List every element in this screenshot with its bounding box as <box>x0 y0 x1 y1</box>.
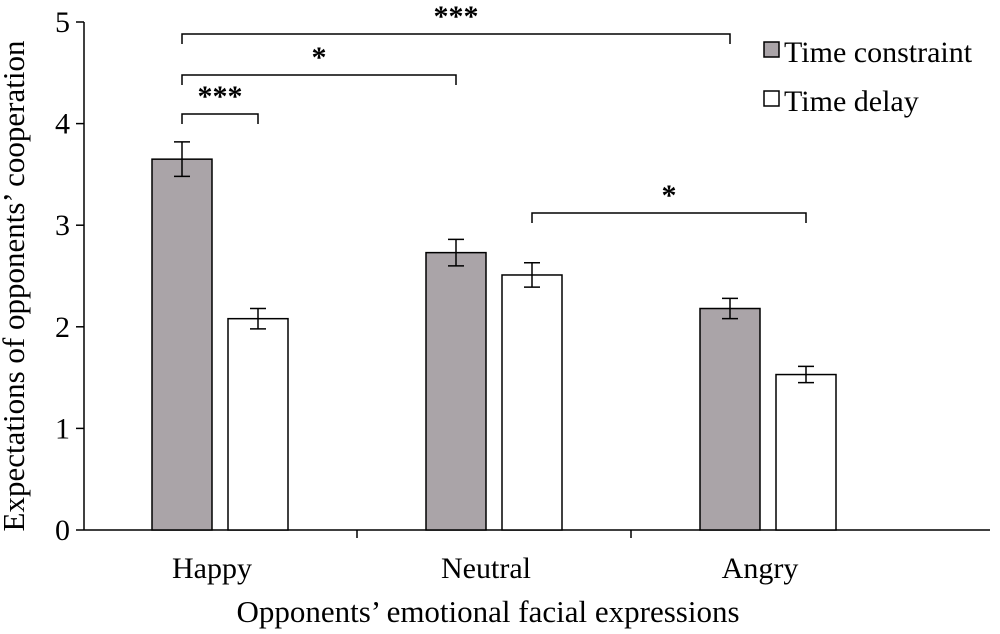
significance-bracket <box>181 113 259 124</box>
legend-label: Time constraint <box>784 36 973 69</box>
bars <box>151 158 837 531</box>
y-tick-label: 4 <box>55 108 70 141</box>
x-axis-title: Opponents’ emotional facial expressions <box>236 594 739 629</box>
y-tick-label: 5 <box>55 6 70 39</box>
bar <box>501 274 563 531</box>
significance-brackets: ******** <box>181 0 807 223</box>
error-bar <box>722 297 738 320</box>
significance-label: * <box>312 41 327 74</box>
x-category-label: Happy <box>172 552 252 585</box>
y-tick-label: 3 <box>55 209 70 242</box>
y-tick-label: 0 <box>55 514 70 547</box>
significance-label: * <box>662 179 677 212</box>
bar <box>699 307 761 531</box>
legend-label: Time delay <box>784 85 919 118</box>
error-bar <box>448 238 464 267</box>
y-tick-label: 1 <box>55 412 70 445</box>
significance-label: *** <box>434 0 479 33</box>
y-tick-label: 2 <box>55 311 70 344</box>
legend: Time constraint Time delay <box>763 36 973 118</box>
error-bar <box>174 141 190 178</box>
x-category-label: Angry <box>722 552 799 585</box>
error-bars <box>174 141 814 384</box>
significance-bracket <box>531 212 807 223</box>
bar <box>227 317 289 531</box>
legend-swatch <box>763 41 780 58</box>
error-bar <box>798 365 814 384</box>
error-bar <box>524 262 540 288</box>
y-axis-title: Expectations of opponents’ cooperation <box>0 40 31 531</box>
bar <box>775 373 837 531</box>
bar <box>151 158 213 531</box>
significance-bracket <box>181 74 457 85</box>
y-axis: 0 1 2 3 4 5 <box>55 6 85 547</box>
x-axis: Happy Neutral Angry <box>84 529 990 585</box>
significance-label: *** <box>198 80 243 113</box>
bar <box>425 251 487 531</box>
x-category-label: Neutral <box>441 552 531 585</box>
error-bar <box>250 307 266 330</box>
significance-bracket <box>181 33 731 44</box>
legend-swatch <box>763 90 780 107</box>
